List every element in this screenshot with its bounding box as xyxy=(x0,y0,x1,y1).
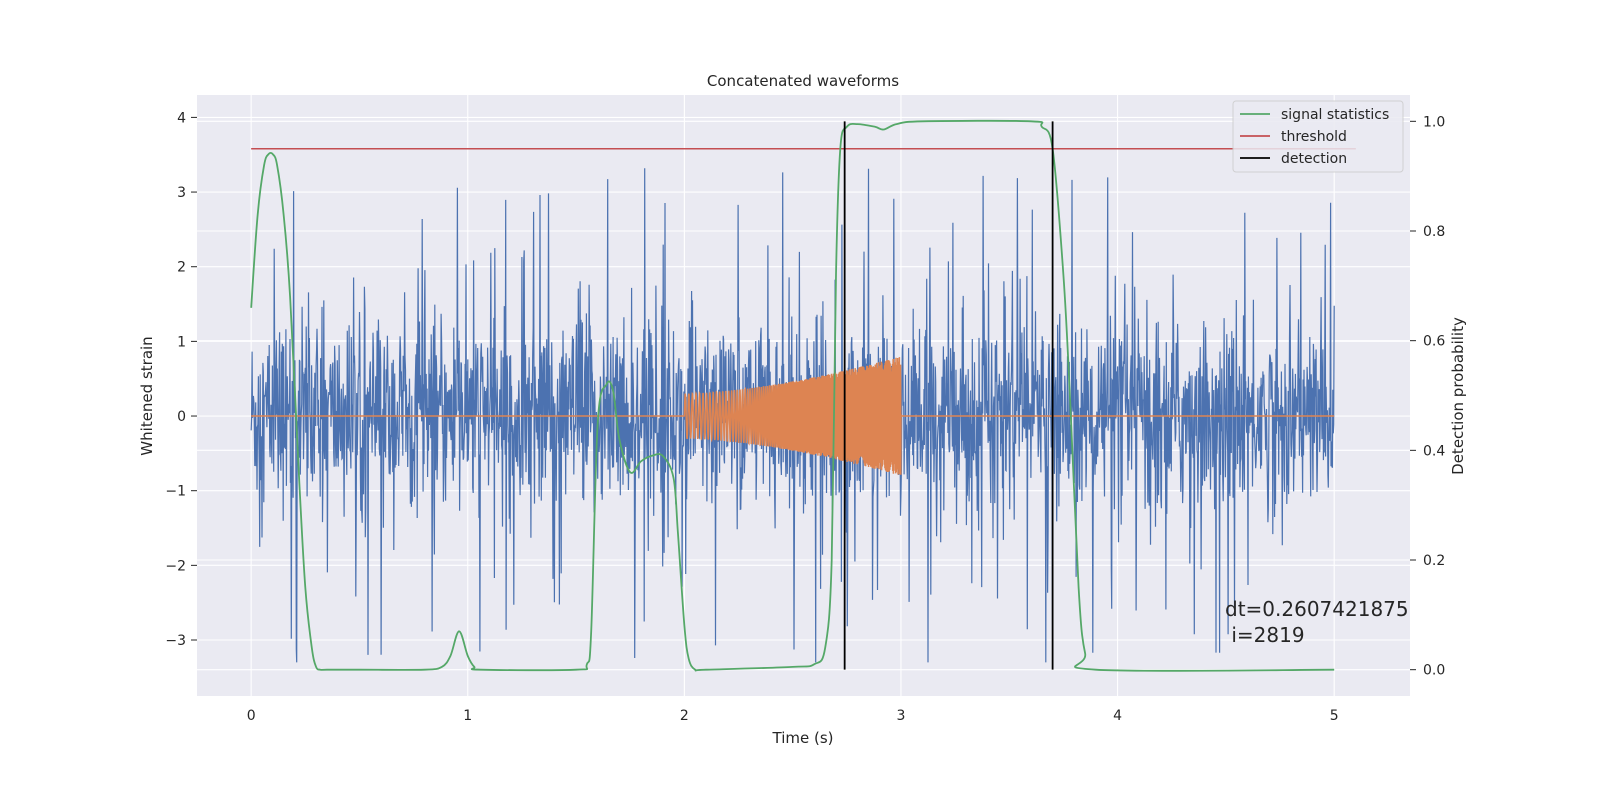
y2-tick-label: 1.0 xyxy=(1423,114,1445,130)
y-axis-label: Whitened strain xyxy=(138,336,156,455)
annotation-dt: dt=0.2607421875 xyxy=(1225,597,1409,621)
injection-series-line xyxy=(251,357,1335,475)
x-tick-label: 4 xyxy=(1113,708,1122,724)
y-tick-label: 4 xyxy=(177,110,186,126)
y2-tick-label: 0.8 xyxy=(1423,224,1445,240)
chart-title: Concatenated waveforms xyxy=(707,72,899,90)
y2-tick-label: 0.2 xyxy=(1423,553,1445,569)
y-tick-label: 1 xyxy=(177,334,186,350)
legend: signal statistics threshold detection xyxy=(1232,100,1404,173)
y2-tick-label: 0.0 xyxy=(1423,663,1445,679)
legend-label-statistic: signal statistics xyxy=(1281,107,1389,123)
legend-label-threshold: threshold xyxy=(1281,129,1347,145)
statistic-series-line xyxy=(250,119,1335,672)
y2-tick-label: 0.6 xyxy=(1423,334,1445,350)
y2-axis-label: Detection probability xyxy=(1449,317,1467,475)
annotation-index: i=2819 xyxy=(1225,623,1305,647)
y-tick-label: −2 xyxy=(165,558,186,574)
legend-label-detection: detection xyxy=(1281,151,1347,167)
y-tick-label: 2 xyxy=(177,260,186,276)
x-tick-label: 0 xyxy=(247,708,256,724)
tick-labels: 0 1 2 3 4 5 4 3 2 1 0 −1 −2 −3 1.0 0.8 0.6 0.4 0.2 0.0 xyxy=(165,110,1445,724)
x-tick-label: 3 xyxy=(897,708,906,724)
y-tick-label: 3 xyxy=(177,185,186,201)
legend-box xyxy=(1232,100,1404,173)
x-tick-label: 5 xyxy=(1330,708,1339,724)
y-tick-label: 0 xyxy=(177,409,186,425)
x-tick-label: 1 xyxy=(463,708,472,724)
y-tick-label: −3 xyxy=(165,633,186,649)
y-tick-label: −1 xyxy=(165,484,186,500)
x-axis-label: Time (s) xyxy=(772,729,834,747)
y2-tick-label: 0.4 xyxy=(1423,443,1445,459)
x-tick-label: 2 xyxy=(680,708,689,724)
data-layer xyxy=(250,119,1356,672)
